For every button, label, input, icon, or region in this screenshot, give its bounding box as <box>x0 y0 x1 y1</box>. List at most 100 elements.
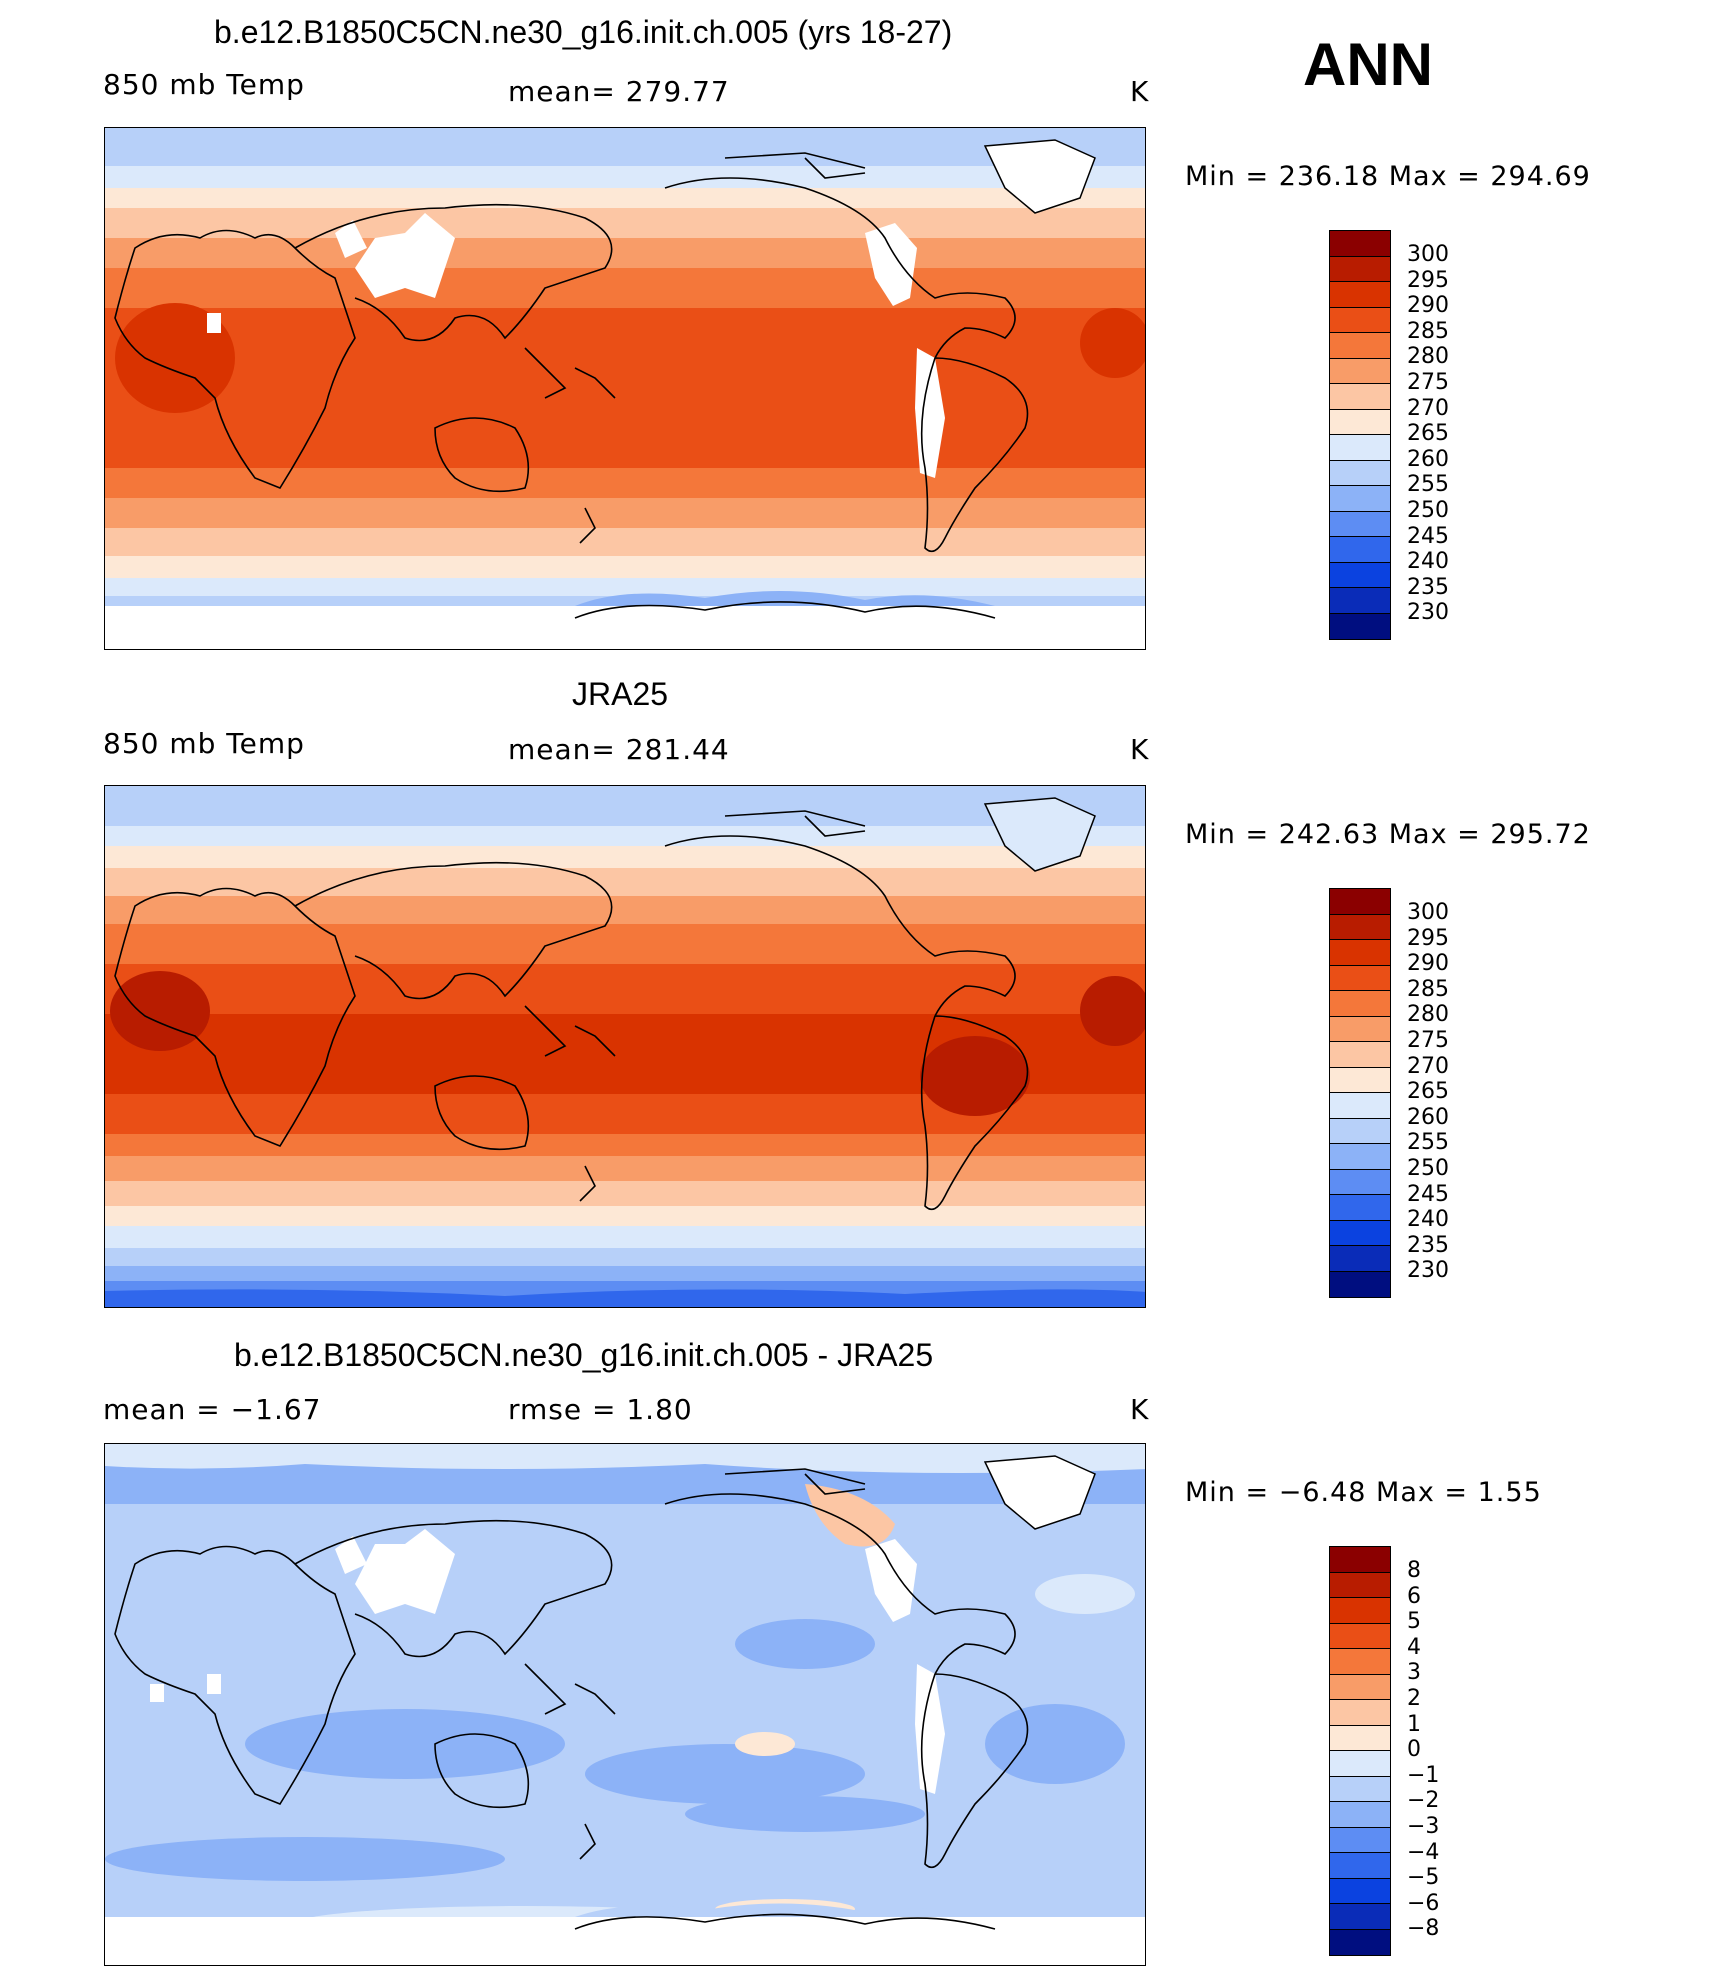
panel2-colorbar-swatch <box>1330 1144 1390 1170</box>
panel3-colorbar-swatch <box>1330 1572 1390 1598</box>
panel1-colorbar-swatch <box>1330 537 1390 563</box>
panel3-colorbar-tick-label: −4 <box>1407 1839 1440 1865</box>
panel2-colorbar-swatch <box>1330 1042 1390 1068</box>
panel2-colorbar-swatch <box>1330 1195 1390 1221</box>
panel1-colorbar-swatch <box>1330 282 1390 308</box>
season-label: ANN <box>1303 31 1433 98</box>
panel1-units-label: K <box>1130 75 1150 108</box>
panel3-map <box>104 1443 1146 1966</box>
panel1-colorbar-tick-label: 255 <box>1407 472 1449 498</box>
panel1-colorbar-tick-label: 295 <box>1407 267 1449 293</box>
panel2-colorbar-swatch <box>1330 1246 1390 1272</box>
panel1-colorbar-tick-label: 265 <box>1407 421 1449 447</box>
panel3-colorbar-swatch <box>1330 1827 1390 1853</box>
panel2-colorbar-tick-label: 295 <box>1407 925 1449 951</box>
panel3-colorbar-tick-label: −1 <box>1407 1762 1440 1788</box>
panel2-map <box>104 785 1146 1308</box>
panel2-colorbar-swatch <box>1330 940 1390 966</box>
panel2-colorbar-tick-label: 230 <box>1407 1258 1449 1284</box>
panel2-colorbar-swatch <box>1330 1016 1390 1042</box>
panel2-colorbar-swatch <box>1330 1118 1390 1144</box>
panel3-colorbar-swatch <box>1330 1623 1390 1649</box>
panel3-colorbar-swatch <box>1330 1776 1390 1802</box>
panel2-colorbar-swatch <box>1330 1271 1390 1297</box>
panel3-colorbar-swatch <box>1330 1929 1390 1955</box>
panel1-colorbar-tick-label: 280 <box>1407 344 1449 370</box>
panel3-colorbar-tick-label: 1 <box>1407 1711 1421 1737</box>
panel3-colorbar-tick-label: 0 <box>1407 1737 1421 1763</box>
panel1-colorbar-tick-label: 270 <box>1407 395 1449 421</box>
panel1-variable-label: 850 mb Temp <box>103 68 305 101</box>
panel3-colorbar-swatch <box>1330 1853 1390 1879</box>
panel2-colorbar <box>1329 888 1391 1298</box>
panel3-mean-label: mean = −1.67 <box>103 1393 322 1426</box>
panel2-colorbar-tick-label: 245 <box>1407 1181 1449 1207</box>
panel3-colorbar-swatch <box>1330 1878 1390 1904</box>
panel2-minmax-label: Min = 242.63 Max = 295.72 <box>1185 819 1591 850</box>
panel3-colorbar-tick-label: 5 <box>1407 1609 1421 1635</box>
panel2-colorbar-swatch <box>1330 1220 1390 1246</box>
panel3-colorbar-swatch <box>1330 1674 1390 1700</box>
panel3-colorbar-tick-label: 4 <box>1407 1634 1421 1660</box>
panel1-colorbar-swatch <box>1330 460 1390 486</box>
panel3-colorbar-swatch <box>1330 1725 1390 1751</box>
panel1-colorbar-swatch <box>1330 409 1390 435</box>
panel2-colorbar-swatch <box>1330 1093 1390 1119</box>
panel1-colorbar-tick-label: 260 <box>1407 446 1449 472</box>
panel1-colorbar-tick-label: 250 <box>1407 497 1449 523</box>
panel3-colorbar-swatch <box>1330 1649 1390 1675</box>
panel2-colorbar-ticks: 300 295 290 285 280 275 270 265 260 255 250 245 240 2… <box>1407 900 1449 1284</box>
panel1-colorbar-tick-label: 275 <box>1407 369 1449 395</box>
panel2-colorbar-tick-label: 255 <box>1407 1130 1449 1156</box>
panel1-colorbar-tick-label: 285 <box>1407 318 1449 344</box>
panel2-colorbar-tick-label: 260 <box>1407 1104 1449 1130</box>
panel2-colorbar-tick-label: 250 <box>1407 1155 1449 1181</box>
panel3-colorbar-ticks: 8 6 5 4 3 2 1 0 −1 −2 −3 −4 −5 −6 −8 <box>1407 1558 1439 1942</box>
panel2-title: JRA25 <box>572 676 669 712</box>
panel1-colorbar-tick-label: 245 <box>1407 523 1449 549</box>
panel1-colorbar-tick-label: 235 <box>1407 574 1449 600</box>
panel2-colorbar-tick-label: 280 <box>1407 1002 1449 1028</box>
panel3-colorbar-swatch <box>1330 1598 1390 1624</box>
panel2-colorbar-swatch <box>1330 965 1390 991</box>
panel2-colorbar-tick-label: 270 <box>1407 1053 1449 1079</box>
panel2-colorbar-tick-label: 235 <box>1407 1232 1449 1258</box>
panel1-colorbar-swatch <box>1330 486 1390 512</box>
panel3-rmse-label: rmse = 1.80 <box>508 1393 693 1426</box>
panel3-units-label: K <box>1130 1393 1150 1426</box>
panel3-colorbar <box>1329 1546 1391 1956</box>
panel3-colorbar-swatch <box>1330 1904 1390 1930</box>
panel1-map <box>104 127 1146 650</box>
panel1-colorbar-swatch <box>1330 231 1390 257</box>
panel3-colorbar-tick-label: −3 <box>1407 1813 1440 1839</box>
panel1-colorbar-ticks: 300 295 290 285 280 275 270 265 260 255 250 245 240 2… <box>1407 242 1449 626</box>
panel3-colorbar-swatch <box>1330 1700 1390 1726</box>
panel1-colorbar-swatch <box>1330 358 1390 384</box>
panel2-colorbar-tick-label: 285 <box>1407 976 1449 1002</box>
panel1-colorbar-tick-label: 240 <box>1407 549 1449 575</box>
panel2-colorbar-swatch <box>1330 889 1390 915</box>
panel2-units-label: K <box>1130 733 1150 766</box>
panel1-colorbar <box>1329 230 1391 640</box>
panel3-colorbar-tick-label: −6 <box>1407 1890 1440 1916</box>
panel2-colorbar-swatch <box>1330 914 1390 940</box>
panel3-colorbar-swatch <box>1330 1751 1390 1777</box>
panel2-colorbar-swatch <box>1330 1169 1390 1195</box>
panel3-colorbar-tick-label: −8 <box>1407 1916 1440 1942</box>
panel1-colorbar-swatch <box>1330 511 1390 537</box>
panel1-colorbar-swatch <box>1330 384 1390 410</box>
panel1-colorbar-tick-label: 300 <box>1407 242 1449 267</box>
panel2-colorbar-tick-label: 275 <box>1407 1027 1449 1053</box>
panel3-colorbar-tick-label: 8 <box>1407 1558 1421 1583</box>
panel2-colorbar-tick-label: 240 <box>1407 1207 1449 1233</box>
panel1-title: b.e12.B1850C5CN.ne30_g16.init.ch.005 (yr… <box>214 14 953 50</box>
panel1-colorbar-swatch <box>1330 562 1390 588</box>
panel2-variable-label: 850 mb Temp <box>103 727 305 760</box>
panel3-colorbar-swatch <box>1330 1547 1390 1573</box>
panel1-colorbar-swatch <box>1330 256 1390 282</box>
panel1-colorbar-tick-label: 290 <box>1407 293 1449 319</box>
panel1-minmax-label: Min = 236.18 Max = 294.69 <box>1185 161 1591 192</box>
panel3-colorbar-swatch <box>1330 1802 1390 1828</box>
panel3-colorbar-tick-label: 6 <box>1407 1583 1421 1609</box>
panel3-colorbar-tick-label: 2 <box>1407 1685 1421 1711</box>
